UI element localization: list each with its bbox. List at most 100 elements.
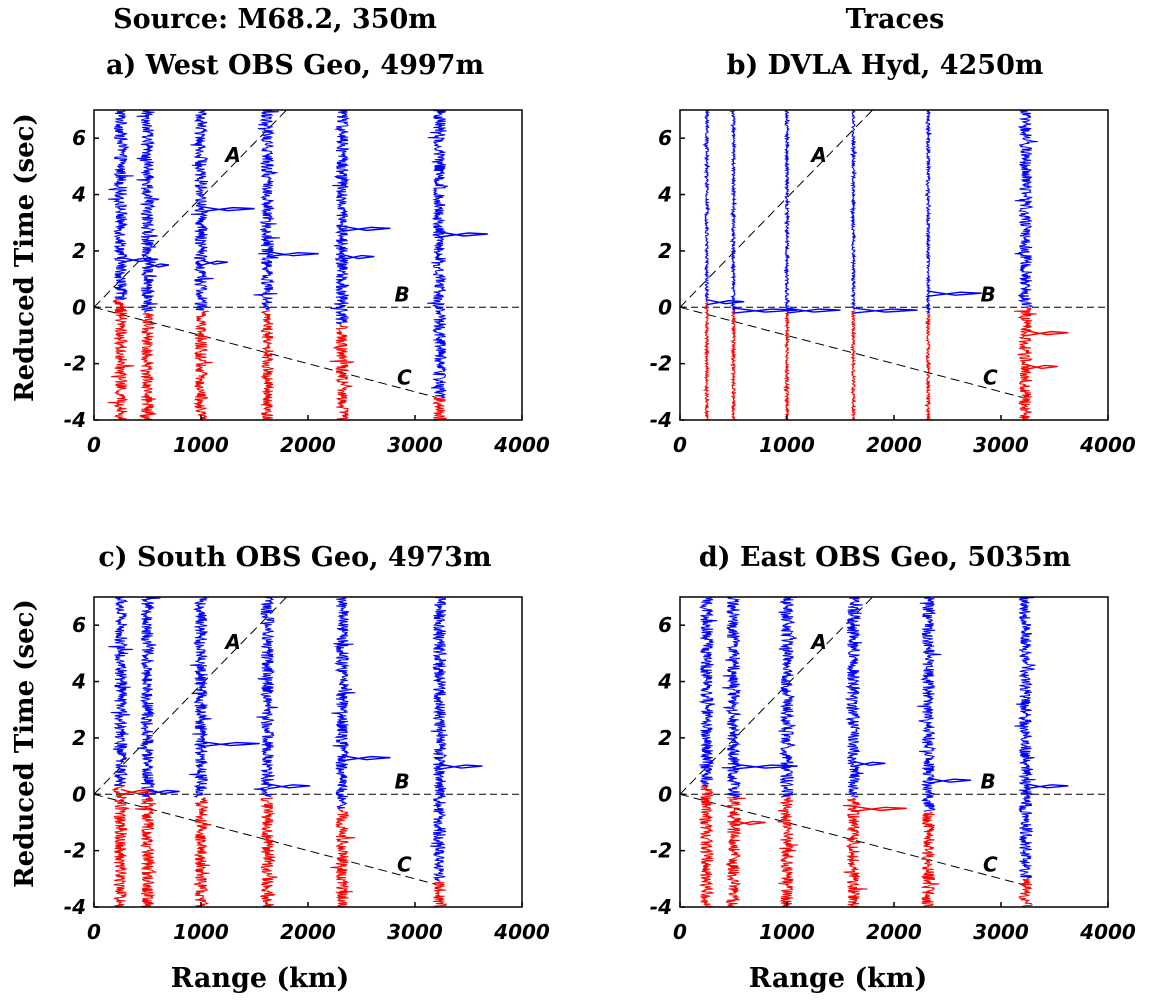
trace-upper-2320 <box>330 109 350 325</box>
x-tick-label: 4000 <box>493 920 550 944</box>
y-tick-label: -2 <box>650 839 672 863</box>
y-tick-label: 6 <box>658 126 672 150</box>
y-tick-label: -2 <box>64 839 86 863</box>
arrival-spike-5 <box>1025 329 1069 337</box>
y-tick-label: -2 <box>650 352 672 376</box>
panel-title-a: a) West OBS Geo, 4997m <box>105 50 485 81</box>
y-tick-label: 2 <box>72 239 86 263</box>
panel-title-c: c) South OBS Geo, 4973m <box>98 542 492 573</box>
trace-upper-500 <box>136 109 160 313</box>
y-tick-label: 4 <box>71 670 86 694</box>
y-tick-label: -4 <box>650 408 672 432</box>
panel-a: -4 -2 0 2 4 6 0 1000 2000 3000 4000 A B C <box>64 109 550 457</box>
arrival-spike-3 <box>853 307 918 314</box>
reference-line-c <box>93 793 437 885</box>
y-tick-label: 4 <box>657 670 672 694</box>
trace-upper-1000 <box>783 109 791 311</box>
arrival-spike-4 <box>267 251 319 258</box>
x-tick-label: 1000 <box>173 433 229 457</box>
reference-label-b: B <box>395 770 410 794</box>
trace-lower-500 <box>725 797 746 908</box>
arrival-spike-0 <box>733 763 798 770</box>
x-tick-label: 3000 <box>973 920 1029 944</box>
x-tick-label: 2000 <box>280 920 336 944</box>
reference-line-a <box>679 109 873 308</box>
trace-lower-1620 <box>259 797 278 908</box>
reference-line-c <box>93 306 437 398</box>
panel-title-d: d) East OBS Geo, 5035m <box>698 542 1072 573</box>
reference-label-b: B <box>981 283 996 307</box>
y-tick-label: 4 <box>71 183 86 207</box>
reference-label-c: C <box>397 366 412 390</box>
reference-label-a: A <box>809 630 826 654</box>
y-tick-label: 0 <box>72 782 86 806</box>
trace-lower-3230 <box>433 881 448 908</box>
trace-lower-1620 <box>849 310 857 421</box>
trace-upper-3230 <box>1014 596 1036 879</box>
arrival-spike-2 <box>853 805 907 813</box>
y-tick-label: -4 <box>64 895 86 919</box>
reference-line-a <box>93 596 287 795</box>
panel-b: -4 -2 0 2 4 6 0 1000 2000 3000 4000 A B C <box>650 109 1136 457</box>
x-axis-label-left: Range (km) <box>170 963 350 994</box>
reference-line-c <box>679 306 1023 398</box>
x-tick-label: 0 <box>673 433 687 457</box>
y-tick-label: -4 <box>650 895 672 919</box>
reference-line-a <box>93 109 287 308</box>
reference-label-c: C <box>983 853 998 877</box>
arrival-spike-4 <box>928 290 982 297</box>
trace-upper-1620 <box>253 109 281 311</box>
arrival-spike-6 <box>1025 363 1058 371</box>
trace-upper-250 <box>107 109 134 300</box>
x-tick-label: 0 <box>87 920 101 944</box>
y-tick-label: 6 <box>72 613 86 637</box>
trace-lower-500 <box>729 310 737 421</box>
trace-lower-500 <box>139 313 157 421</box>
trace-upper-3230 <box>430 596 448 882</box>
trace-upper-1000 <box>190 109 214 311</box>
trace-lower-3230 <box>1018 878 1033 908</box>
y-tick-label: 2 <box>72 726 86 750</box>
arrival-spike-5 <box>439 763 483 770</box>
x-tick-label: 2000 <box>866 920 922 944</box>
y-tick-label: 6 <box>658 613 672 637</box>
reference-label-a: A <box>223 630 240 654</box>
arrival-spike-5 <box>342 225 391 233</box>
x-tick-label: 0 <box>673 920 687 944</box>
y-tick-label: -2 <box>64 352 86 376</box>
trace-upper-2320 <box>331 596 356 809</box>
arrival-spike-2 <box>200 205 255 213</box>
x-tick-label: 4000 <box>493 433 550 457</box>
trace-lower-1620 <box>842 797 868 908</box>
x-tick-label: 3000 <box>387 433 443 457</box>
y-tick-label: 4 <box>657 183 672 207</box>
arrival-spike-0 <box>706 298 745 306</box>
arrival-spike-3 <box>200 259 228 266</box>
trace-upper-1000 <box>189 596 212 798</box>
reference-label-c: C <box>397 853 412 877</box>
x-tick-label: 2000 <box>866 433 922 457</box>
trace-lower-250 <box>107 298 135 421</box>
x-tick-label: 2000 <box>280 433 336 457</box>
trace-upper-3230 <box>1014 109 1038 308</box>
trace-upper-1620 <box>844 596 864 798</box>
arrival-spike-4 <box>342 754 391 762</box>
trace-lower-1000 <box>194 797 212 908</box>
trace-lower-250 <box>112 785 129 908</box>
trace-upper-250 <box>702 109 711 303</box>
trace-lower-1000 <box>193 310 213 421</box>
x-tick-label: 1000 <box>759 433 815 457</box>
panel-c: -4 -2 0 2 4 6 0 1000 2000 3000 4000 A B C <box>64 596 550 944</box>
reference-label-b: B <box>981 770 996 794</box>
trace-upper-1620 <box>849 109 857 311</box>
arrival-spike-2 <box>786 307 841 314</box>
arrival-spike-1 <box>147 788 180 796</box>
trace-lower-1000 <box>777 797 799 908</box>
trace-lower-1000 <box>783 310 791 421</box>
arrival-spike-3 <box>853 760 886 767</box>
trace-upper-500 <box>721 596 742 798</box>
x-tick-label: 0 <box>87 433 101 457</box>
reference-label-b: B <box>395 283 410 307</box>
trace-upper-1000 <box>778 596 800 798</box>
